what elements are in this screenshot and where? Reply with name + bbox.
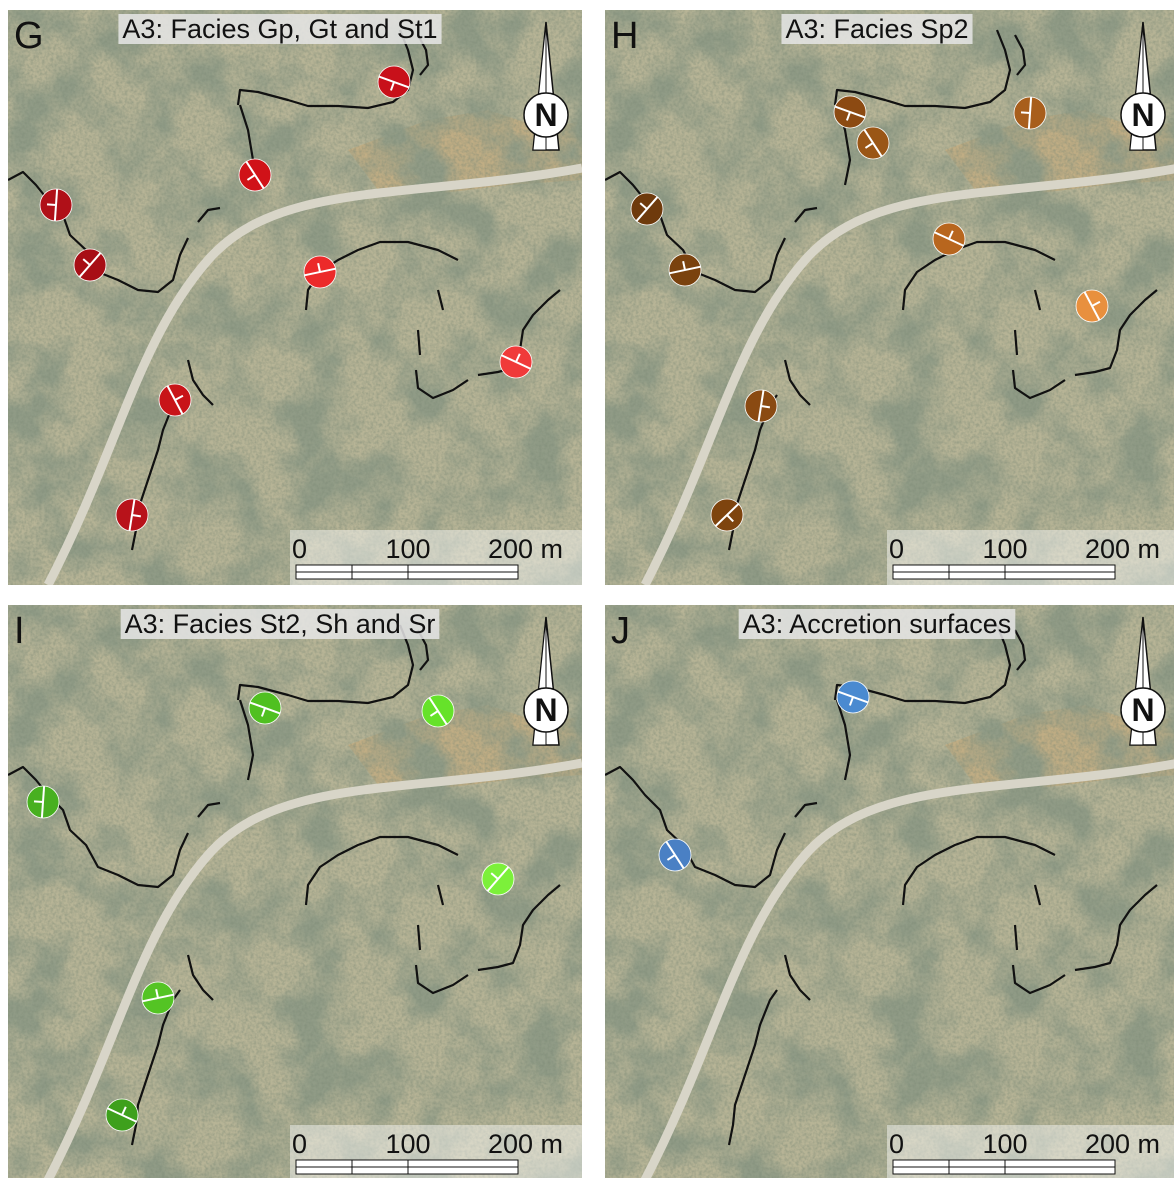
orientation-symbol [249, 692, 281, 724]
scale-fill [949, 572, 1005, 579]
orientation-symbol [500, 346, 532, 378]
orientation-symbol [142, 982, 174, 1014]
panel-title: A3: Accretion surfaces [743, 609, 1012, 639]
orientation-symbol [1076, 290, 1108, 322]
panel-letter: I [14, 610, 25, 652]
scale-label: 200 m [1085, 1129, 1160, 1159]
dip [34, 801, 43, 802]
orientation-symbol [74, 249, 106, 281]
north-label: N [1131, 692, 1154, 728]
scale-label: 200 m [488, 534, 563, 564]
orientation-symbol [422, 695, 454, 727]
orientation-symbol [159, 384, 191, 416]
orientation-symbol [857, 127, 889, 159]
dip [47, 204, 56, 205]
scale-label: 0 [889, 534, 904, 564]
orientation-symbol [27, 786, 59, 818]
dip [761, 406, 770, 407]
scale-fill [949, 1167, 1005, 1174]
figure: G A3: Facies Gp, Gt and St1 N 0 100 200 m H A3:… [0, 0, 1174, 1178]
panel-title: A3: Facies St2, Sh and Sr [125, 609, 436, 639]
north-label: N [534, 692, 557, 728]
dip [1021, 112, 1030, 113]
orientation-symbol [631, 193, 663, 225]
map-panel: G A3: Facies Gp, Gt and St1 N 0 100 200 m [8, 10, 582, 585]
orientation-symbol [106, 1099, 138, 1131]
panel-title: A3: Facies Gp, Gt and St1 [122, 14, 437, 44]
scale-label: 100 [982, 1129, 1027, 1159]
map-panel: J A3: Accretion surfaces N 0 100 200 m [605, 605, 1174, 1178]
map-panel: H A3: Facies Sp2 N 0 100 200 m [605, 10, 1174, 585]
scale-fill [352, 572, 408, 579]
north-label: N [1131, 97, 1154, 133]
map-panel: I A3: Facies St2, Sh and Sr N 0 100 200 m [8, 605, 582, 1178]
scale-label: 100 [982, 534, 1027, 564]
orientation-symbol [1014, 97, 1046, 129]
dip [132, 515, 141, 516]
panel-title: A3: Facies Sp2 [785, 14, 968, 44]
scale-label: 0 [292, 534, 307, 564]
panel-letter: J [611, 610, 630, 652]
panel-letter: G [14, 15, 44, 57]
orientation-symbol [669, 254, 701, 286]
orientation-symbol [482, 863, 514, 895]
orientation-symbol [239, 159, 271, 191]
scale-label: 100 [385, 534, 430, 564]
orientation-symbol [659, 839, 691, 871]
scale-label: 200 m [1085, 534, 1160, 564]
orientation-symbol [304, 256, 336, 288]
scale-label: 100 [385, 1129, 430, 1159]
orientation-symbol [40, 189, 72, 221]
orientation-symbol [837, 681, 869, 713]
orientation-symbol [834, 96, 866, 128]
orientation-symbol [711, 499, 743, 531]
grain [8, 10, 582, 585]
panel-letter: H [611, 15, 638, 57]
orientation-symbol [378, 66, 410, 98]
north-label: N [534, 97, 557, 133]
scale-label: 0 [889, 1129, 904, 1159]
orientation-symbol [116, 499, 148, 531]
scale-label: 0 [292, 1129, 307, 1159]
orientation-symbol [745, 390, 777, 422]
scale-fill [352, 1167, 408, 1174]
scale-label: 200 m [488, 1129, 563, 1159]
orientation-symbol [933, 223, 965, 255]
